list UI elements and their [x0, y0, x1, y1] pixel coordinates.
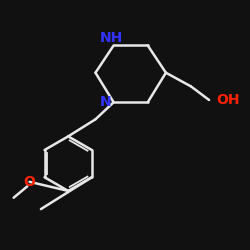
- Text: N: N: [100, 95, 112, 109]
- Text: O: O: [24, 175, 36, 189]
- Text: NH: NH: [100, 30, 123, 44]
- Text: OH: OH: [216, 93, 240, 107]
